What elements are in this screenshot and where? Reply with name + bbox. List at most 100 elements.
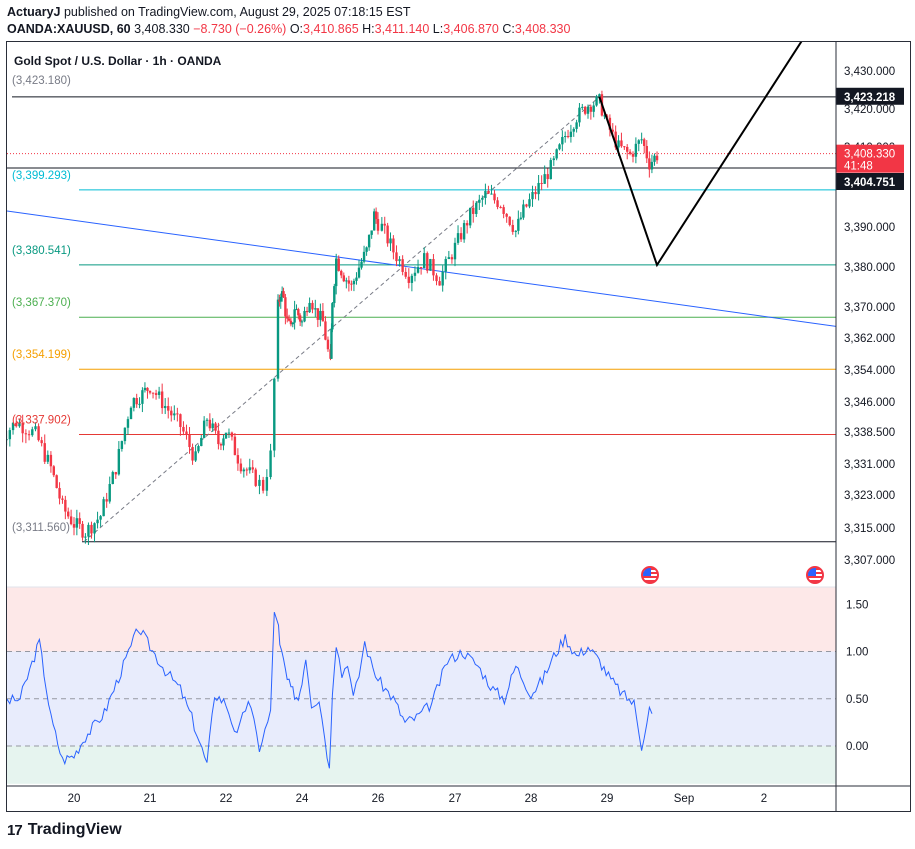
candle-body [404,271,407,277]
candle-body [517,218,520,231]
candle-body [135,398,138,405]
candle-body [295,309,298,311]
candle-body [546,174,549,180]
candle-body [429,259,432,271]
low-value: 3,406.870 [443,22,499,36]
price-axis-tick: 3,331.000 [844,459,895,471]
candle-body [623,146,626,148]
candle-body [511,224,514,232]
candle-body [575,122,578,129]
candle-body [469,207,472,226]
candle-body [297,309,300,316]
candle-body [179,414,182,427]
candle-body [123,427,127,442]
candle-body [114,472,117,475]
fib-level-label: (3,380.541) [12,245,71,257]
candle-body [496,200,499,208]
candle-body [67,511,70,517]
price-axis-tick: 3,420.000 [844,104,895,116]
candle-body [637,140,640,144]
candle-body [227,432,231,434]
candle-body [27,434,31,436]
publisher-user[interactable]: ActuaryJ [7,5,61,19]
candle-body [251,467,254,470]
candle-body [441,271,444,286]
candle-body [120,441,124,449]
candle-body [129,407,133,420]
time-axis-tick: 29 [601,793,614,805]
candle-body [233,436,237,456]
candle-body [614,131,617,148]
candle-body [242,469,246,472]
time-axis-tick: 27 [449,793,462,805]
chart-frame [6,41,911,812]
publisher-line: ActuaryJ published on TradingView.com, A… [7,5,411,19]
fib-anchor-line [83,96,600,543]
high-label: H: [362,22,375,36]
candle-body [248,467,251,471]
price-axis-tick: 3,390.000 [844,222,895,234]
candle-body [55,475,58,489]
candle-body [96,519,99,524]
candle-body [214,423,217,431]
candle-body [138,403,141,405]
candle-body [141,390,144,404]
candle-body [326,339,330,350]
price-change: −8.730 (−0.26%) [193,22,287,36]
candle-body [549,160,552,180]
candle-body [84,536,87,538]
candle-body [316,308,320,320]
candle-body [151,392,155,394]
candle-body [239,463,243,472]
time-axis-tick: 26 [372,793,385,805]
candle-body [64,499,67,512]
candle-body [224,432,228,439]
candle-body [342,275,345,282]
fib-level-label: (3,423.180) [12,75,71,87]
candle-body [289,320,293,325]
candle-body [265,477,269,491]
candle-body [269,450,272,478]
price-axis-tick: 3,346.000 [844,397,895,409]
candle-body [279,297,282,302]
candle-body [236,455,240,464]
candle-body [185,431,188,435]
price-badge [836,144,904,173]
candle-body [40,440,43,444]
candle-body [191,447,194,461]
candle-body [154,393,158,395]
candle-body [401,259,404,272]
candle-body [514,230,517,232]
price-axis-tick: 3,354.000 [844,365,895,377]
price-axis-tick: 3,370.000 [844,302,895,314]
oscillator-axis-tick: 1.00 [846,647,868,659]
candle-body [345,280,348,282]
candle-body [202,420,206,438]
candle-body [634,143,638,157]
candle-body [555,149,558,159]
candle-body [157,391,161,395]
chart-title: Gold Spot / U.S. Dollar · 1h · OANDA [14,54,222,68]
close-value: 3,408.330 [514,22,571,36]
candle-body [444,259,447,272]
time-axis-tick: 22 [220,793,233,805]
us-event-flag-icon[interactable] [641,566,659,584]
us-event-flag-icon[interactable] [806,566,824,584]
price-axis-tick: 3,315.000 [844,523,895,535]
candle-body [337,258,340,271]
candle-body [222,438,225,446]
ohlc-line: OANDA:XAUUSD, 60 3,408.330 −8.730 (−0.26… [7,22,570,36]
candle-body [58,488,61,499]
candle-body [432,259,435,276]
candle-body [305,310,309,313]
candle-body [132,398,136,408]
candle-body [655,155,659,161]
tradingview-logo[interactable]: 17 TradingView [7,821,122,839]
candle-body [117,448,121,475]
open-label: O: [289,22,304,36]
candle-body [617,140,620,148]
candle-body [499,207,502,209]
candle-body [475,202,478,214]
candle-body [631,153,635,157]
